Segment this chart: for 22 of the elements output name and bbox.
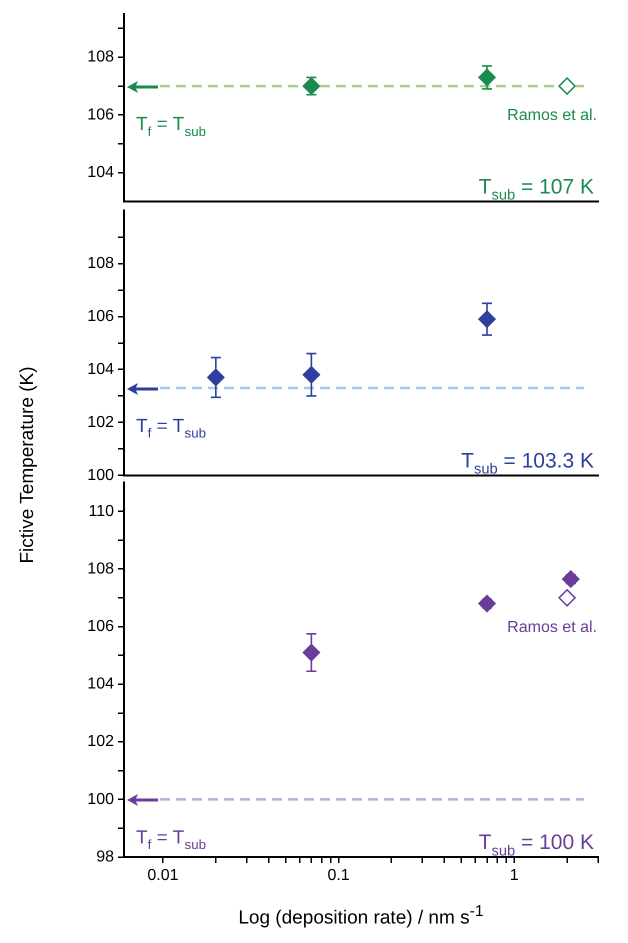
y-tick-label: 104 xyxy=(87,360,114,378)
y-axis-title: Fictive Temperature (K) xyxy=(17,366,39,564)
x-axis-title: Log (deposition rate) / nm s$^{-1}$ xyxy=(238,903,484,930)
y-tick-label: 100 xyxy=(87,466,114,484)
y-tick-label: 106 xyxy=(87,308,114,325)
y-tick-label: 108 xyxy=(87,48,114,66)
y-tick-label: 108 xyxy=(87,560,114,578)
x-tick-label: 1 xyxy=(510,867,519,884)
y-tick-label: 106 xyxy=(87,106,114,124)
annotation: Ramos et al. xyxy=(507,107,597,124)
y-tick-label: 102 xyxy=(87,733,114,750)
x-tick-label: 0.1 xyxy=(327,867,350,884)
y-tick-label: 100 xyxy=(87,790,114,808)
y-tick-label: 104 xyxy=(87,164,114,181)
x-tick-label: 0.01 xyxy=(147,867,179,884)
y-tick-label: 98 xyxy=(96,848,114,866)
y-tick-label: 110 xyxy=(88,502,114,520)
y-tick-label: 108 xyxy=(87,254,114,272)
y-tick-label: 102 xyxy=(87,414,114,431)
annotation: Ramos et al. xyxy=(507,618,597,636)
y-tick-label: 104 xyxy=(87,676,114,693)
y-tick-label: 106 xyxy=(87,618,114,636)
